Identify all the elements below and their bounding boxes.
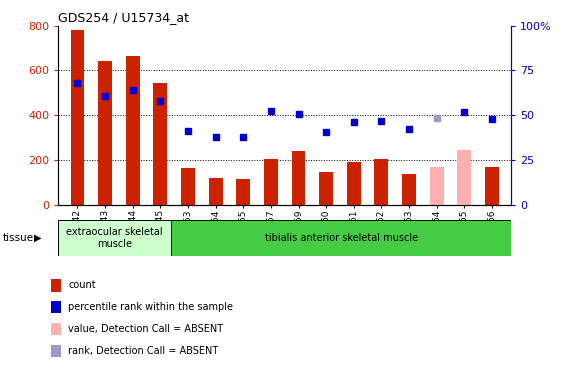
Bar	[58, 220, 171, 256]
Text: percentile rank within the sample: percentile rank within the sample	[69, 302, 234, 313]
Text: GDS254 / U15734_at: GDS254 / U15734_at	[58, 11, 189, 24]
Text: ▶: ▶	[34, 233, 41, 243]
Bar	[485, 167, 499, 205]
Bar	[347, 163, 361, 205]
Bar	[51, 280, 62, 291]
Text: tissue: tissue	[3, 233, 34, 243]
Bar	[153, 83, 167, 205]
Bar	[264, 159, 278, 205]
Bar	[51, 302, 62, 313]
Bar	[375, 159, 388, 205]
Bar	[430, 167, 443, 205]
Bar	[209, 178, 223, 205]
Bar	[51, 324, 62, 335]
Bar	[181, 168, 195, 205]
Bar	[292, 151, 306, 205]
Bar	[402, 173, 416, 205]
Bar	[98, 61, 112, 205]
Text: value, Detection Call = ABSENT: value, Detection Call = ABSENT	[69, 324, 224, 335]
Bar	[51, 346, 62, 357]
Text: tibialis anterior skeletal muscle: tibialis anterior skeletal muscle	[265, 233, 418, 243]
Bar	[319, 172, 333, 205]
Bar	[126, 56, 139, 205]
Text: count: count	[69, 280, 96, 291]
Bar	[236, 179, 250, 205]
Text: rank, Detection Call = ABSENT: rank, Detection Call = ABSENT	[69, 346, 218, 356]
Bar	[70, 30, 84, 205]
Bar	[171, 220, 511, 256]
Text: extraocular skeletal
muscle: extraocular skeletal muscle	[66, 227, 163, 249]
Bar	[457, 150, 471, 205]
